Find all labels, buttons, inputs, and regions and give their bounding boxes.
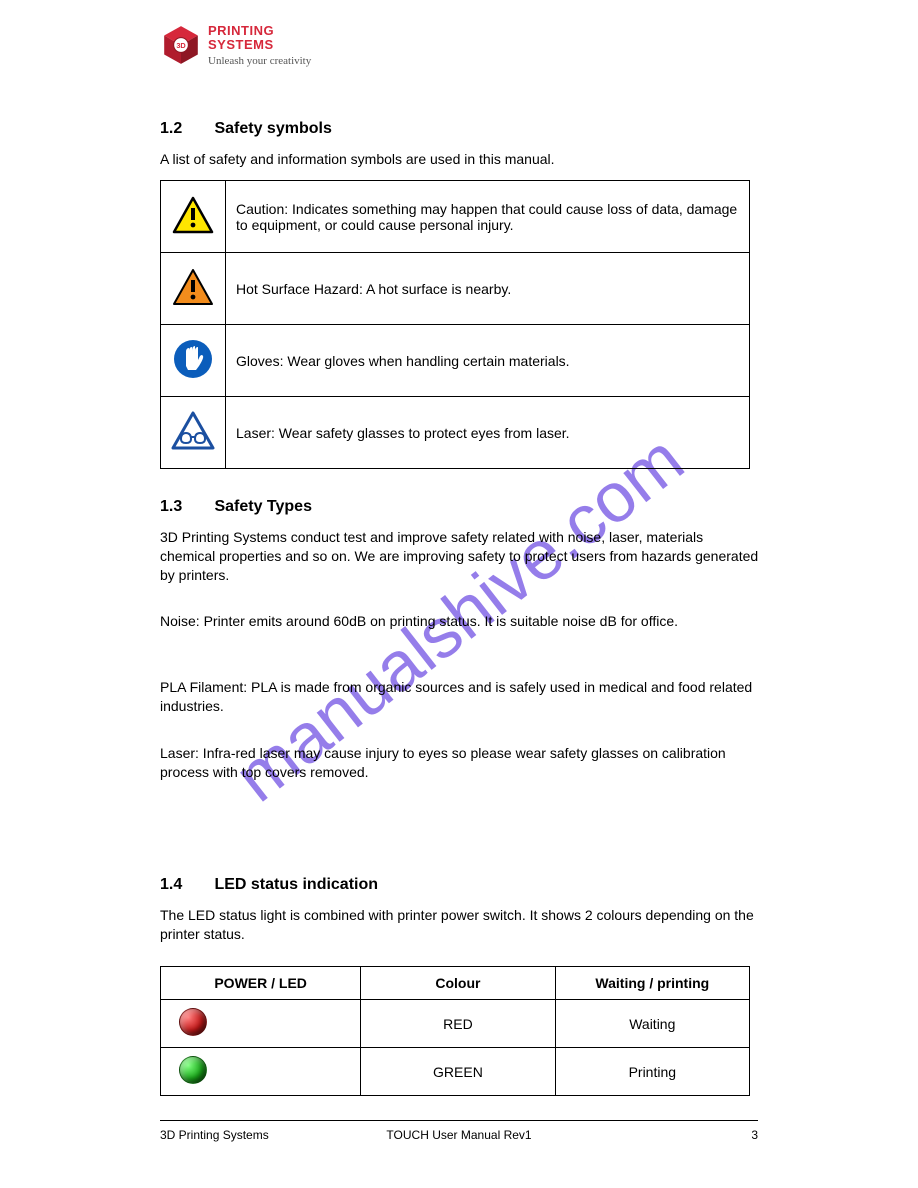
table-row: RED Waiting <box>161 1000 750 1048</box>
col-colour: Colour <box>361 967 555 1000</box>
heading-title: Safety symbols <box>214 120 331 137</box>
table-header-row: POWER / LED Colour Waiting / printing <box>161 967 750 1000</box>
led-colour: RED <box>361 1000 555 1048</box>
warning-yellow-icon <box>172 196 214 234</box>
footer-right: 3 <box>751 1128 758 1142</box>
logo-cube-icon: 3D <box>160 24 202 66</box>
logo-tagline: Unleash your creativity <box>208 55 311 67</box>
svg-text:3D: 3D <box>176 41 185 50</box>
led-state: Printing <box>555 1048 749 1096</box>
table-row: Gloves: Wear gloves when handling certai… <box>161 325 750 397</box>
types-para-3: Laser: Infra-red laser may cause injury … <box>160 744 760 782</box>
heading-title: Safety Types <box>214 498 312 515</box>
safety-glasses-icon <box>171 411 215 451</box>
symbol-desc: Caution: Indicates something may happen … <box>226 181 750 253</box>
section-symbols-intro: A list of safety and information symbols… <box>160 150 760 169</box>
table-row: Laser: Wear safety glasses to protect ey… <box>161 397 750 469</box>
symbol-desc: Gloves: Wear gloves when handling certai… <box>226 325 750 397</box>
heading-1-3: 1.3 Safety Types <box>160 498 312 516</box>
heading-num: 1.2 <box>160 120 210 138</box>
logo-line2: SYSTEMS <box>208 38 311 52</box>
types-para-1: Noise: Printer emits around 60dB on prin… <box>160 612 760 631</box>
symbol-desc: Laser: Wear safety glasses to protect ey… <box>226 397 750 469</box>
safety-symbols-table: Caution: Indicates something may happen … <box>160 180 750 469</box>
logo-line1: PRINTING <box>208 24 311 38</box>
types-para-2: PLA Filament: PLA is made from organic s… <box>160 678 760 716</box>
table-row: GREEN Printing <box>161 1048 750 1096</box>
led-red-icon <box>179 1008 207 1036</box>
col-power-led: POWER / LED <box>161 967 361 1000</box>
heading-num: 1.3 <box>160 498 210 516</box>
led-state: Waiting <box>555 1000 749 1048</box>
heading-1-2: 1.2 Safety symbols <box>160 120 332 138</box>
led-status-table: POWER / LED Colour Waiting / printing RE… <box>160 966 750 1096</box>
footer-divider <box>160 1120 758 1121</box>
table-row: Hot Surface Hazard: A hot surface is nea… <box>161 253 750 325</box>
col-state: Waiting / printing <box>555 967 749 1000</box>
table-row: Caution: Indicates something may happen … <box>161 181 750 253</box>
heading-num: 1.4 <box>160 876 210 894</box>
gloves-icon <box>172 338 214 380</box>
warning-orange-icon <box>172 268 214 306</box>
led-intro: The LED status light is combined with pr… <box>160 906 760 944</box>
types-para-0: 3D Printing Systems conduct test and imp… <box>160 528 760 585</box>
heading-1-4: 1.4 LED status indication <box>160 876 378 894</box>
symbol-desc: Hot Surface Hazard: A hot surface is nea… <box>226 253 750 325</box>
brand-logo: 3D PRINTING SYSTEMS Unleash your creativ… <box>160 24 311 67</box>
footer-center: TOUCH User Manual Rev1 <box>0 1128 918 1142</box>
led-colour: GREEN <box>361 1048 555 1096</box>
heading-title: LED status indication <box>214 876 378 893</box>
led-green-icon <box>179 1056 207 1084</box>
